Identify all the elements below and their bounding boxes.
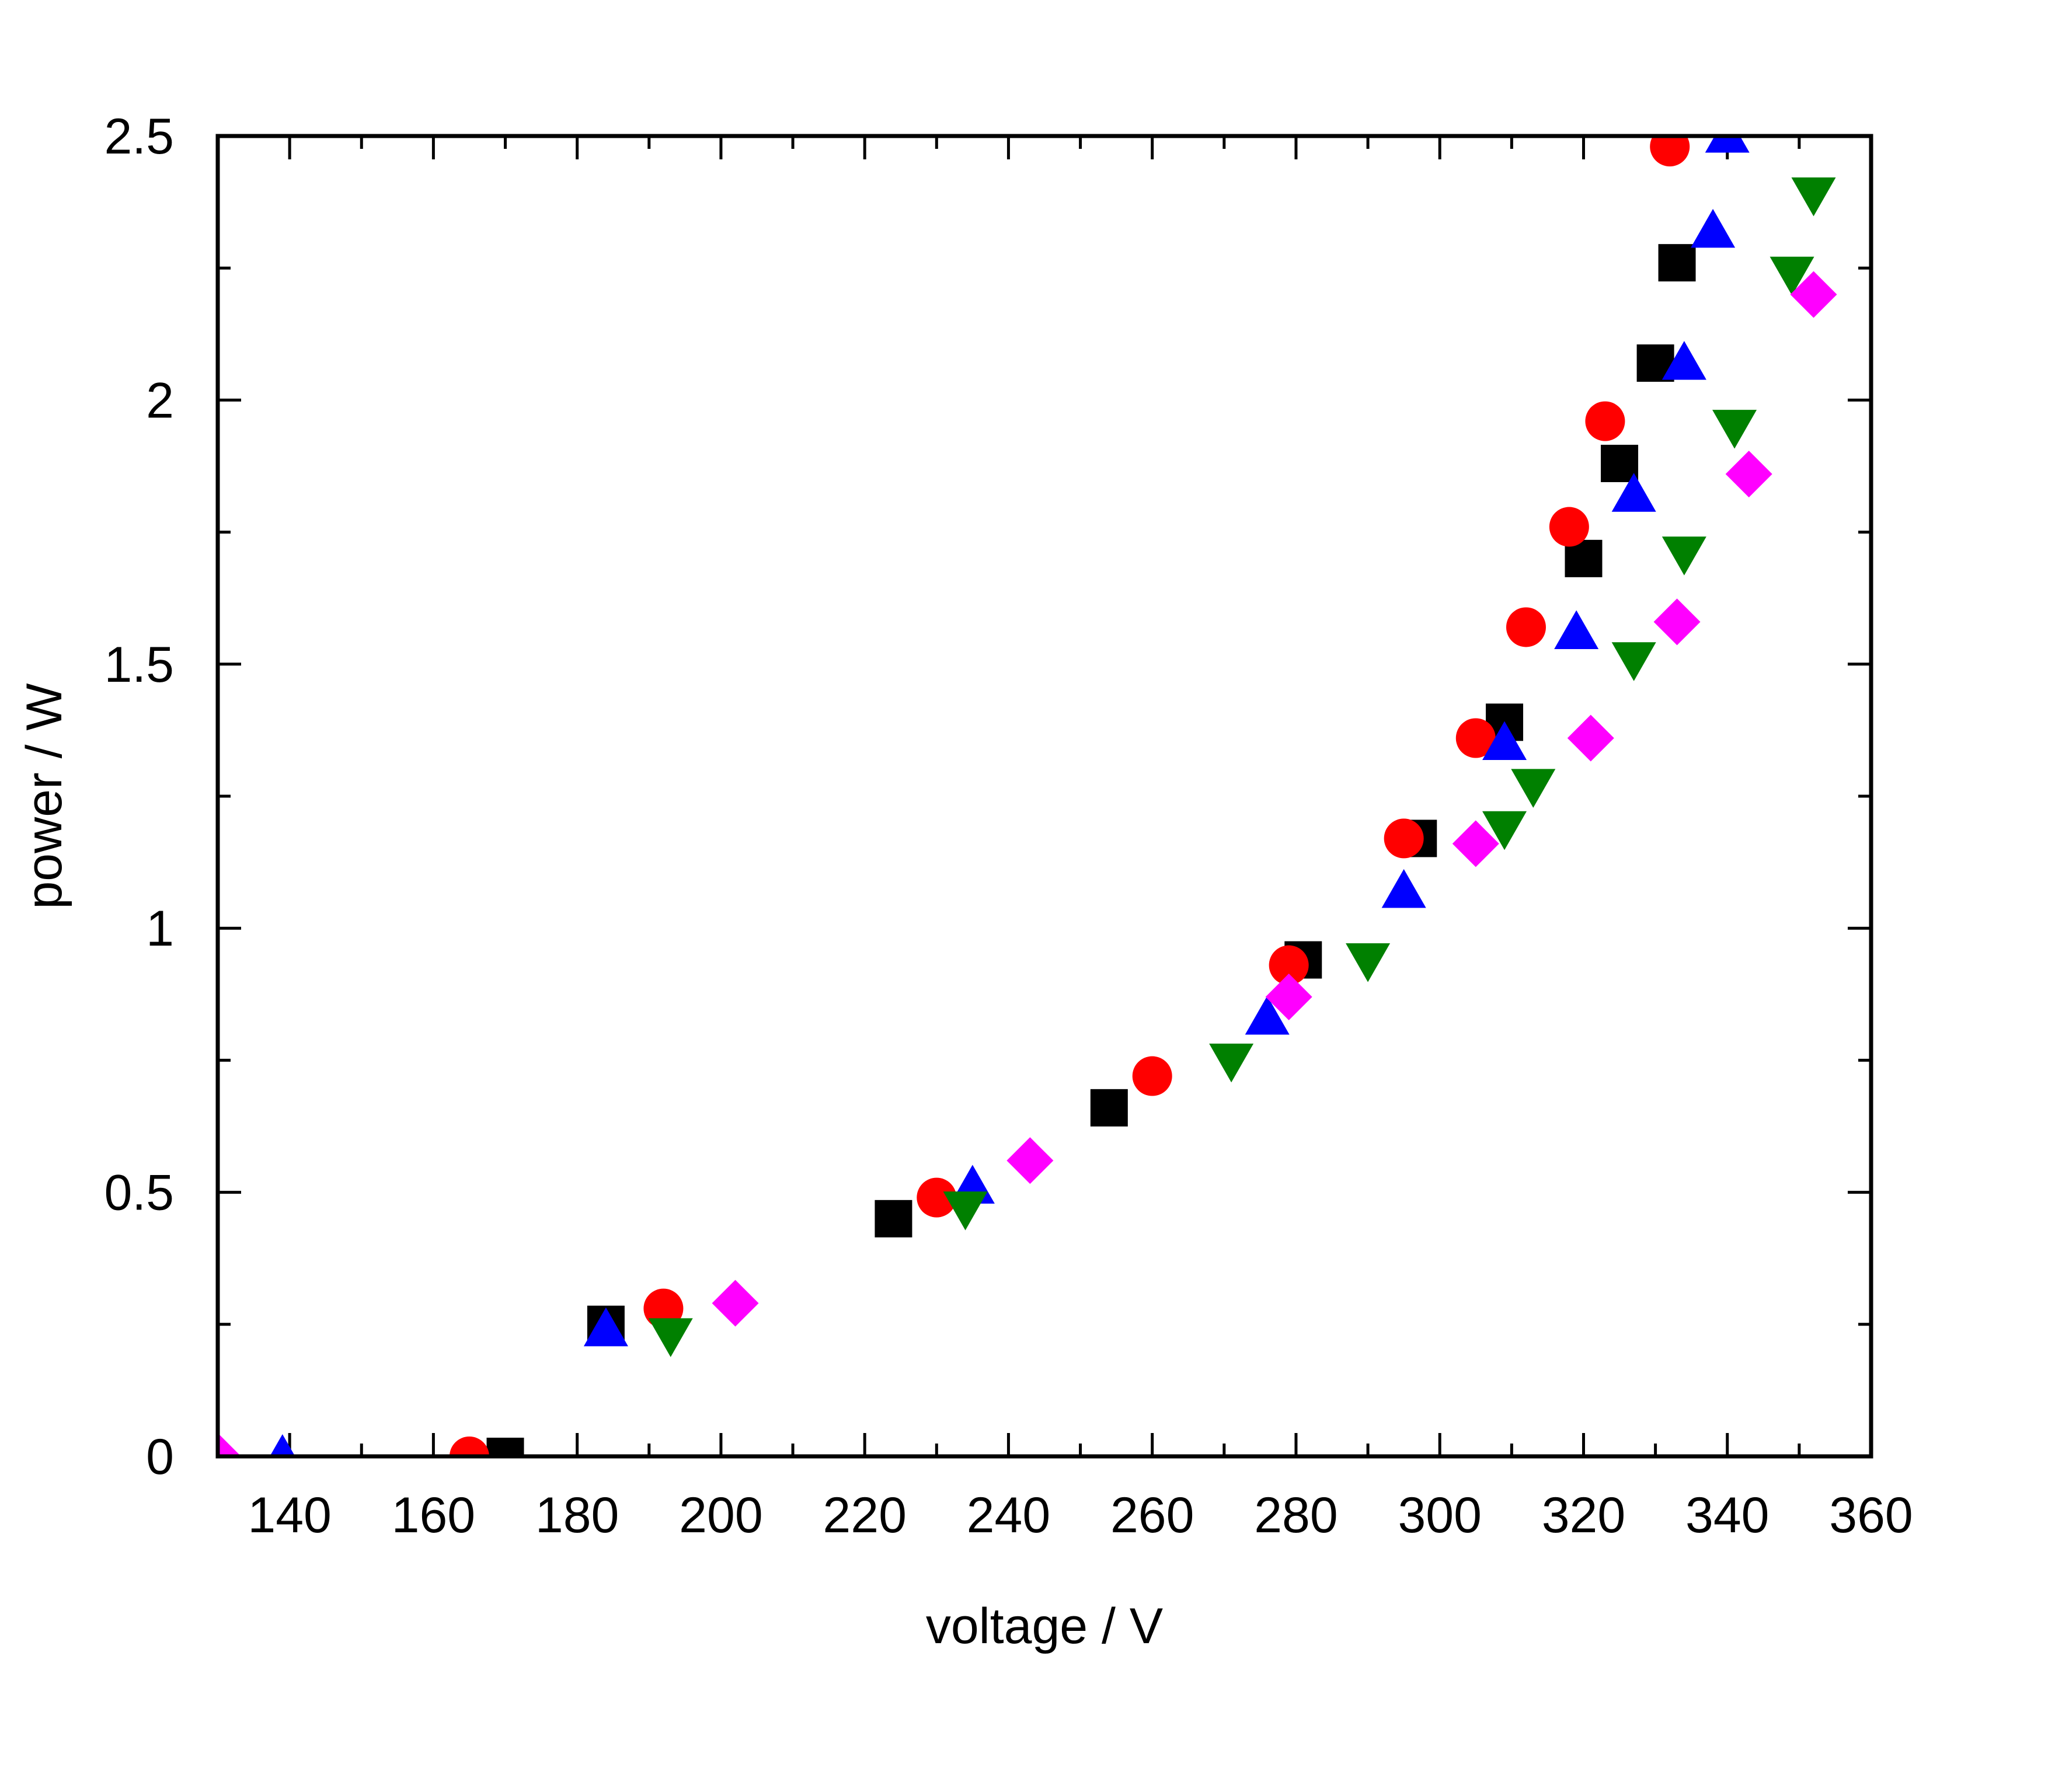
data-point-triangle-down <box>1209 1043 1254 1083</box>
data-point-triangle-up <box>1662 341 1706 380</box>
x-tick-label: 140 <box>248 1487 332 1543</box>
data-point-triangle-up <box>1705 136 1750 153</box>
y-axis-title: power / W <box>16 683 72 909</box>
tick-labels: 140 160 180 200 220 240 260 280 300 320 340 360 0 0.5… <box>104 109 1913 1543</box>
data-point-circle <box>449 1437 489 1456</box>
data-point-diamond <box>1265 973 1312 1020</box>
data-point-circle <box>1549 507 1589 547</box>
x-tick-label: 260 <box>1110 1487 1194 1543</box>
data-point-circle <box>1132 1056 1172 1096</box>
y-tick-label: 1 <box>146 901 174 957</box>
data-point-triangle-down <box>1482 811 1527 850</box>
data-point-diamond <box>1725 451 1772 498</box>
y-tick-label: 0 <box>146 1429 174 1485</box>
data-point-triangle-up <box>583 1307 628 1347</box>
x-tick-label: 280 <box>1254 1487 1338 1543</box>
data-point-circle <box>917 1177 957 1218</box>
data-point-diamond <box>1790 271 1837 318</box>
x-tick-label: 320 <box>1542 1487 1626 1543</box>
data-point-triangle-up <box>1611 473 1656 512</box>
x-tick-label: 240 <box>967 1487 1051 1543</box>
data-point-triangle-up <box>1482 721 1527 761</box>
data-point-triangle-down <box>1712 410 1757 449</box>
x-tick-label: 220 <box>823 1487 907 1543</box>
data-point-triangle-down <box>1791 177 1836 217</box>
data-point-circle <box>1455 718 1496 758</box>
data-point-diamond <box>218 1433 241 1456</box>
data-point-square <box>1601 444 1639 482</box>
y-tick-label: 0.5 <box>104 1165 174 1221</box>
data-point-diamond <box>1653 598 1701 646</box>
data-point-triangle-up <box>270 1434 295 1456</box>
data-point-triangle-down <box>1662 536 1706 576</box>
data-point-triangle-up <box>1245 996 1290 1035</box>
data-point-triangle-down <box>1511 769 1556 808</box>
data-point-triangle-down <box>648 1318 693 1357</box>
data-point-circle <box>1384 818 1424 859</box>
x-tick-label: 360 <box>1829 1487 1913 1543</box>
data-points <box>218 136 1837 1456</box>
data-point-circle <box>1650 136 1690 167</box>
y-tick-label: 2 <box>146 372 174 428</box>
data-point-diamond <box>1567 714 1614 762</box>
data-point-triangle-down <box>943 1191 988 1230</box>
plot-frame <box>215 134 1873 1459</box>
data-point-triangle-down <box>1346 943 1391 982</box>
data-point-square <box>1090 1089 1128 1127</box>
x-tick-label: 180 <box>535 1487 619 1543</box>
data-point-circle <box>1506 607 1546 647</box>
data-point-triangle-up <box>1381 869 1426 908</box>
data-point-triangle-down <box>1770 256 1814 296</box>
data-point-circle <box>1269 945 1309 985</box>
axis-ticks <box>216 134 1873 1458</box>
data-point-square <box>875 1200 912 1237</box>
x-tick-label: 200 <box>679 1487 763 1543</box>
data-point-circle <box>1585 401 1625 441</box>
x-tick-label: 160 <box>392 1487 476 1543</box>
data-point-diamond <box>1452 820 1499 867</box>
x-axis-title: voltage / V <box>926 1598 1163 1654</box>
x-tick-label: 340 <box>1685 1487 1770 1543</box>
data-point-diamond <box>1006 1137 1054 1184</box>
y-tick-label: 2.5 <box>104 109 174 165</box>
data-point-diamond <box>712 1279 759 1327</box>
data-point-triangle-up <box>1691 208 1736 248</box>
data-point-triangle-up <box>1554 610 1599 650</box>
y-tick-label: 1.5 <box>104 637 174 693</box>
data-point-square <box>486 1438 524 1456</box>
x-tick-label: 300 <box>1398 1487 1482 1543</box>
data-point-triangle-down <box>1611 642 1656 681</box>
data-point-square <box>1658 244 1696 282</box>
